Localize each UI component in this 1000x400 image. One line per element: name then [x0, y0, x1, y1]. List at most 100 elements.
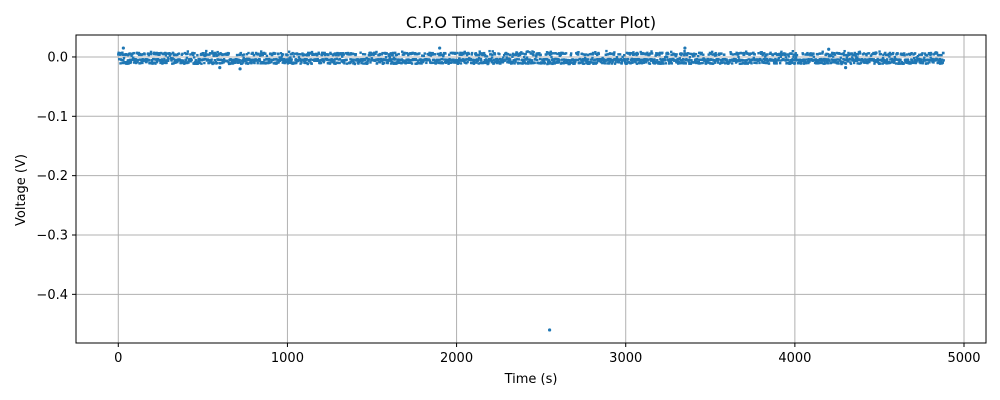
data-point [315, 59, 318, 62]
data-point [634, 58, 638, 61]
data-point [828, 55, 831, 58]
data-point [685, 53, 689, 56]
data-point [431, 51, 434, 55]
data-point [391, 51, 395, 55]
data-point [501, 58, 504, 62]
data-point [273, 58, 276, 61]
data-point [582, 62, 586, 65]
data-point [280, 55, 284, 58]
data-point [633, 52, 637, 56]
data-point [589, 60, 592, 64]
data-point [403, 59, 406, 62]
data-point [280, 57, 283, 60]
data-point [823, 59, 827, 62]
data-point [576, 58, 580, 62]
data-point [321, 58, 325, 61]
data-point [517, 54, 520, 57]
data-point [211, 62, 214, 66]
data-point [187, 61, 190, 64]
data-point [858, 50, 862, 54]
data-point [616, 57, 619, 61]
data-point [536, 61, 540, 65]
data-point [764, 55, 767, 58]
data-point [171, 62, 174, 65]
data-point [427, 53, 431, 57]
data-point [711, 53, 715, 56]
data-point [309, 58, 312, 61]
data-point [849, 61, 852, 64]
data-point [623, 53, 626, 57]
data-point [747, 61, 750, 64]
data-point [392, 56, 396, 59]
data-point [389, 52, 392, 55]
data-point [787, 55, 790, 58]
data-point [260, 52, 264, 55]
data-point [858, 58, 861, 61]
data-point [207, 61, 211, 65]
data-point [816, 58, 819, 62]
data-point [496, 60, 500, 64]
data-point [681, 52, 684, 55]
data-point [689, 52, 692, 56]
data-point [838, 52, 842, 55]
data-point [342, 59, 345, 62]
data-point [520, 51, 523, 54]
data-point [784, 56, 788, 59]
data-point [646, 51, 649, 55]
data-point [903, 52, 906, 55]
data-point [804, 62, 808, 65]
outlier-point [238, 67, 242, 71]
data-point [416, 59, 420, 62]
data-point [401, 50, 404, 53]
data-point [369, 51, 372, 55]
data-point [570, 61, 573, 64]
data-point [803, 58, 807, 62]
data-point [802, 59, 805, 62]
data-point [691, 55, 695, 58]
data-point [394, 57, 397, 61]
data-point [821, 52, 824, 55]
data-point [309, 52, 313, 55]
data-point [845, 53, 848, 57]
data-point [793, 61, 796, 65]
data-point [128, 58, 132, 62]
data-point [343, 62, 346, 65]
data-point [560, 61, 563, 64]
data-point [630, 57, 634, 61]
data-point [447, 60, 450, 64]
data-point [851, 58, 855, 61]
data-point [240, 62, 244, 65]
data-point [475, 61, 478, 64]
data-point [121, 51, 124, 54]
data-point [299, 53, 302, 56]
data-point [334, 62, 337, 65]
data-point [836, 58, 839, 61]
data-point [626, 57, 630, 61]
data-point [549, 53, 553, 56]
data-point [801, 52, 805, 56]
data-point [836, 61, 840, 64]
data-point [830, 61, 834, 64]
data-point [924, 53, 927, 57]
data-point [305, 57, 308, 61]
data-point [185, 52, 188, 56]
data-point [300, 61, 303, 64]
data-point [365, 56, 368, 60]
data-point [583, 53, 587, 57]
data-point [147, 53, 150, 57]
data-point [390, 61, 394, 64]
data-point [260, 50, 263, 53]
data-point [591, 56, 594, 60]
data-point [527, 61, 531, 64]
data-point [397, 61, 401, 65]
data-point [340, 55, 344, 58]
data-point [516, 52, 519, 56]
data-point [738, 59, 742, 62]
data-point [227, 52, 231, 55]
data-point [833, 61, 836, 64]
data-point [618, 53, 622, 56]
data-point [345, 58, 348, 61]
data-point [167, 57, 170, 61]
data-point [407, 52, 411, 56]
data-point [939, 62, 942, 65]
